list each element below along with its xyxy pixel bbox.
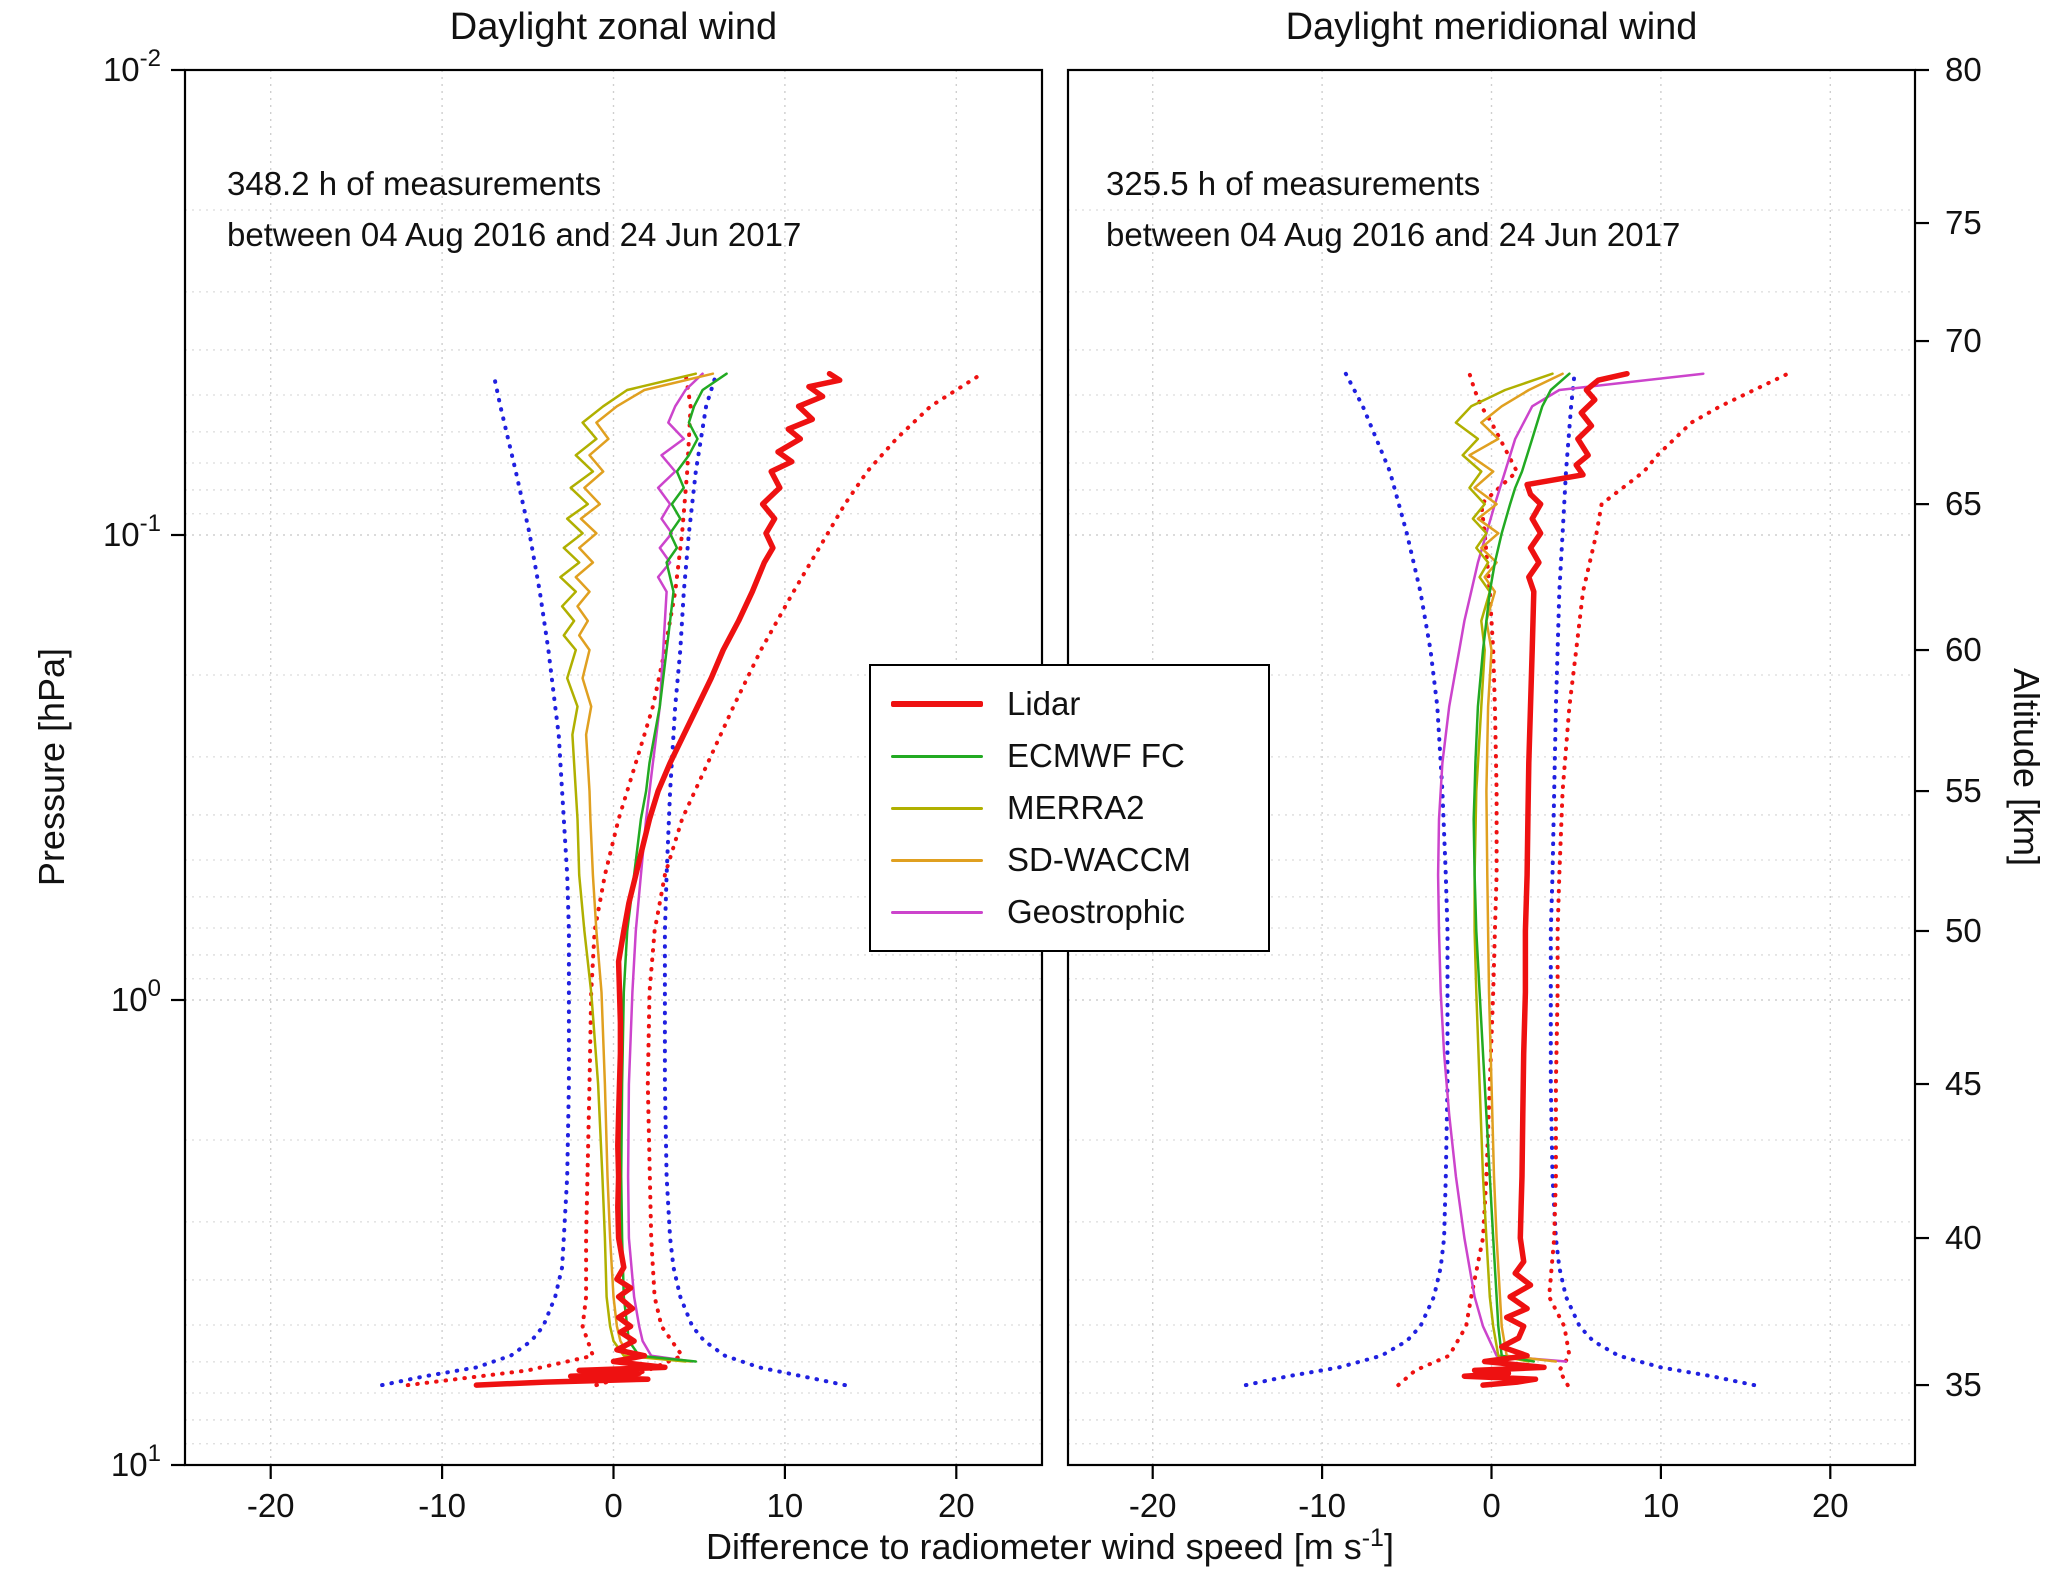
x-tick-label: 10 xyxy=(767,1487,804,1524)
series-lidar-std-upper xyxy=(1547,371,1790,1388)
annotation-line: 348.2 h of measurements xyxy=(227,165,602,202)
series-envelope-lower xyxy=(380,371,571,1388)
x-tick-label: -20 xyxy=(1129,1487,1177,1524)
panel-title-meridional: Daylight meridional wind xyxy=(1285,6,1698,48)
x-axis-label: Difference to radiometer wind speed [m s… xyxy=(706,1524,1394,1567)
series-merra2 xyxy=(559,372,698,1363)
altitude-tick-label: 40 xyxy=(1945,1219,1982,1256)
legend: Lidar ECMWF FC MERRA2 SD-WACCM Geostrophic xyxy=(869,664,1270,952)
legend-label: SD-WACCM xyxy=(1007,841,1191,878)
legend-label: ECMWF FC xyxy=(1007,737,1185,774)
series-lidar xyxy=(1461,370,1630,1388)
altitude-tick-label: 55 xyxy=(1945,772,1982,809)
legend-item: SD-WACCM xyxy=(891,841,1258,879)
pressure-tick-label: 10-1 xyxy=(103,510,161,553)
series-ecmwf-fc xyxy=(1472,372,1571,1363)
x-tick-label: 0 xyxy=(1482,1487,1500,1524)
altitude-tick-label: 80 xyxy=(1945,51,1982,88)
series-ecmwf-fc xyxy=(619,372,728,1363)
altitude-tick-label: 70 xyxy=(1945,322,1982,359)
annotation-line: between 04 Aug 2016 and 24 Jun 2017 xyxy=(227,216,802,254)
altitude-tick-label: 65 xyxy=(1945,485,1982,522)
series-sd-waccm xyxy=(574,372,715,1363)
annotation-meridional: 325.5 h of measurements between 04 Aug 2… xyxy=(1106,158,1680,260)
annotation-line: between 04 Aug 2016 and 24 Jun 2017 xyxy=(1106,216,1681,254)
annotation-zonal: 348.2 h of measurements between 04 Aug 2… xyxy=(227,158,801,260)
x-tick-label: -20 xyxy=(247,1487,295,1524)
legend-line-sample xyxy=(891,701,983,707)
series-envelope-upper xyxy=(1548,371,1757,1388)
series-geostrophic xyxy=(1436,372,1705,1363)
legend-item: Lidar xyxy=(891,685,1258,723)
altitude-tick-label: 35 xyxy=(1945,1366,1982,1403)
altitude-tick-label: 75 xyxy=(1945,204,1982,241)
pressure-tick-label: 10-2 xyxy=(103,45,161,88)
x-tick-label: 0 xyxy=(604,1487,622,1524)
series-lidar-std-lower xyxy=(1396,371,1520,1388)
series-sd-waccm xyxy=(1468,372,1564,1363)
x-tick-label: 10 xyxy=(1643,1487,1680,1524)
series-geostrophic xyxy=(626,372,704,1363)
legend-line-sample xyxy=(891,754,983,758)
x-tick-label: 20 xyxy=(1812,1487,1849,1524)
altitude-tick-label: 45 xyxy=(1945,1065,1982,1102)
altitude-tick-label: 60 xyxy=(1945,631,1982,668)
x-tick-label: 20 xyxy=(938,1487,975,1524)
x-tick-label: -10 xyxy=(418,1487,466,1524)
legend-line-sample xyxy=(891,806,983,810)
legend-label: Geostrophic xyxy=(1007,893,1185,930)
panel-title-zonal: Daylight zonal wind xyxy=(449,6,778,48)
series-lidar xyxy=(473,370,843,1388)
legend-item: MERRA2 xyxy=(891,789,1258,827)
series-lidar-std-lower xyxy=(405,371,693,1388)
legend-line-sample xyxy=(891,910,983,914)
legend-label: Lidar xyxy=(1007,685,1081,722)
series-envelope-upper xyxy=(662,371,847,1388)
legend-line-sample xyxy=(891,858,983,862)
pressure-tick-label: 100 xyxy=(111,975,161,1018)
legend-item: ECMWF FC xyxy=(891,737,1258,775)
legend-item: Geostrophic xyxy=(891,893,1258,931)
legend-label: MERRA2 xyxy=(1007,789,1145,826)
altitude-tick-label: 50 xyxy=(1945,912,1982,949)
annotation-line: 325.5 h of measurements xyxy=(1106,165,1481,202)
series-envelope-lower xyxy=(1243,371,1450,1388)
pressure-tick-label: 101 xyxy=(111,1440,161,1483)
x-tick-label: -10 xyxy=(1298,1487,1346,1524)
